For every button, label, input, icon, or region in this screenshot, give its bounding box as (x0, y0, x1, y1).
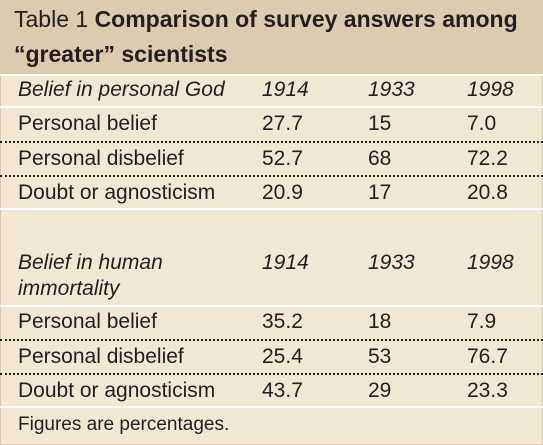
footer-divider (0, 406, 543, 408)
s1-row2-1933: 68 (368, 147, 392, 170)
s1-row1-1933: 15 (368, 112, 392, 135)
s2-row1-label: Personal belief (18, 310, 157, 333)
section2-header-1914: 1914 (262, 251, 309, 274)
section-divider (0, 208, 543, 210)
s1-row1-1998: 7.0 (467, 112, 497, 135)
s2-row3-1914: 43.7 (262, 379, 303, 402)
section2-header-line2: immortality (18, 277, 120, 300)
s2-row1-1933: 18 (368, 310, 392, 333)
s2-row2-1914: 25.4 (262, 345, 303, 368)
s1-row2-1998: 72.2 (467, 147, 508, 170)
section2-header-1933: 1933 (368, 251, 415, 274)
s2-row3-1998: 23.3 (467, 379, 508, 402)
s2-row1-1998: 7.9 (467, 310, 497, 333)
s1-row3-label: Doubt or agnosticism (18, 181, 216, 204)
s2-row2-1998: 76.7 (467, 345, 508, 368)
s1-row3-1914: 20.9 (262, 181, 303, 204)
s1-row3-1998: 20.8 (467, 181, 508, 204)
s1-row2-1914: 52.7 (262, 147, 303, 170)
table-label: Table 1 (14, 6, 89, 32)
table-footnote: Figures are percentages. (18, 414, 230, 435)
s1-row1-label: Personal belief (18, 112, 157, 135)
row-divider (0, 106, 543, 108)
dotted-divider (0, 175, 543, 177)
table-title-band: Table 1 Comparison of survey answers amo… (0, 0, 543, 74)
s2-row2-label: Personal disbelief (18, 345, 184, 368)
section1-header-1933: 1933 (368, 78, 415, 101)
s1-row1-1914: 27.7 (262, 112, 303, 135)
header-divider (0, 74, 543, 76)
s2-row3-1933: 29 (368, 379, 392, 402)
section1-header-1998: 1998 (467, 78, 514, 101)
section1-header-label: Belief in personal God (18, 78, 225, 101)
section1-header-1914: 1914 (262, 78, 309, 101)
dotted-divider (0, 141, 543, 143)
s2-row3-label: Doubt or agnosticism (18, 379, 216, 402)
s2-row2-1933: 53 (368, 345, 392, 368)
dotted-divider (0, 373, 543, 375)
row-divider (0, 305, 543, 307)
s1-row2-label: Personal disbelief (18, 147, 184, 170)
dotted-divider (0, 339, 543, 341)
section2-header-1998: 1998 (467, 251, 514, 274)
table-title-bold: Comparison of survey answers among (94, 6, 518, 32)
s2-row1-1914: 35.2 (262, 310, 303, 333)
s1-row3-1933: 17 (368, 181, 392, 204)
table-title-line2: “greater” scientists (14, 41, 228, 67)
section2-header-line1: Belief in human (18, 251, 163, 274)
table-title: Table 1 Comparison of survey answers amo… (14, 5, 518, 33)
